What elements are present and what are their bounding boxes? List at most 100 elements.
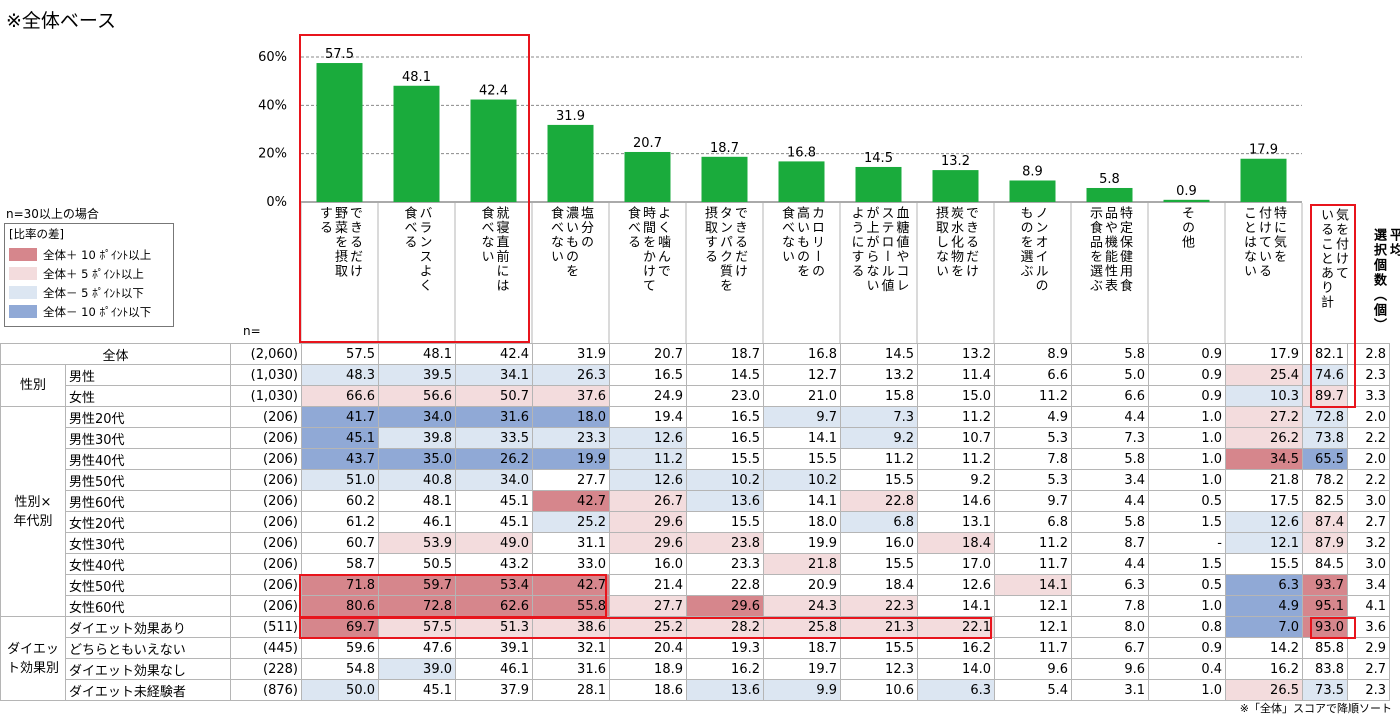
value-cell: 69.7	[301, 616, 379, 638]
bar-value-label: 16.8	[787, 145, 816, 160]
n-note: n=30以上の場合	[6, 207, 99, 221]
total-cell: 85.8	[1302, 637, 1348, 659]
value-cell: 56.6	[378, 385, 456, 407]
value-cell: 37.6	[532, 385, 610, 407]
value-cell: 13.1	[917, 511, 995, 533]
value-cell: 12.6	[609, 469, 687, 491]
bar-value-label: 42.4	[479, 84, 508, 99]
row-label: ダイエット効果あり	[65, 616, 231, 638]
value-cell: 15.5	[840, 469, 918, 491]
value-cell: 12.6	[917, 574, 995, 596]
value-cell: 10.2	[686, 469, 764, 491]
value-cell: 14.5	[840, 343, 918, 365]
value-cell: 11.2	[609, 448, 687, 470]
value-cell: 33.5	[455, 427, 533, 449]
row-label: どちらともいえない	[65, 637, 231, 659]
value-cell: 38.6	[532, 616, 610, 638]
row-label: 全体	[0, 343, 231, 365]
bar	[778, 161, 825, 202]
value-cell: 19.9	[532, 448, 610, 470]
value-cell: 59.6	[301, 637, 379, 659]
avg-label-line: 選択個数（個）	[1371, 228, 1386, 333]
value-cell: 13.6	[686, 679, 764, 701]
value-cell: 39.8	[378, 427, 456, 449]
value-cell: 43.2	[455, 553, 533, 575]
category-label-line: 食べる	[401, 206, 417, 250]
group-label: ダイエッ ト効果別	[0, 616, 66, 701]
row-n: (876)	[230, 679, 302, 701]
value-cell: 1.0	[1148, 448, 1226, 470]
table-row: 男性50代 (206) 51.0 40.8 34.0 27.7 12.6 10.2 10.2 15…	[1, 469, 1390, 491]
value-cell: 18.7	[686, 343, 764, 365]
value-cell: 47.6	[378, 637, 456, 659]
group-label: 性別× 年代別	[0, 406, 66, 617]
legend: [比率の差] 全体＋ 10 ﾎﾟｲﾝﾄ以上 全体＋ 5 ﾎﾟｲﾝﾄ以上 全体－ …	[4, 223, 174, 327]
value-cell: 6.3	[1225, 574, 1303, 596]
bar-value-label: 57.5	[325, 47, 354, 62]
category-label: ノンオイルの ものを選ぶ	[994, 206, 1071, 338]
value-cell: 24.9	[609, 385, 687, 407]
total-cell: 87.4	[1302, 511, 1348, 533]
row-n: (206)	[230, 511, 302, 533]
row-n: (511)	[230, 616, 302, 638]
value-cell: 5.3	[994, 469, 1072, 491]
value-cell: 20.7	[609, 343, 687, 365]
legend-item-minus10: 全体－ 10 ﾎﾟｲﾝﾄ以下	[9, 303, 169, 319]
table-row: ダイエッ ト効果別 ダイエット効果あり (511) 69.7 57.5 51.3 38.6 25…	[0, 616, 1390, 701]
value-cell: 23.8	[686, 532, 764, 554]
category-label-line: 高いものを	[794, 206, 809, 279]
category-label: 塩分の 濃いものを 食べない	[532, 206, 609, 338]
value-cell: 26.2	[1225, 427, 1303, 449]
value-cell: 29.6	[609, 511, 687, 533]
bar-value-label: 8.9	[1022, 164, 1043, 179]
avg-column-label: 平均 選択個数（個）	[1370, 228, 1400, 333]
value-cell: 26.2	[455, 448, 533, 470]
value-cell: 16.2	[1225, 658, 1303, 680]
value-cell: 23.3	[686, 553, 764, 575]
bar-value-label: 18.7	[710, 141, 739, 156]
value-cell: 5.8	[1071, 448, 1149, 470]
value-cell: 42.4	[455, 343, 533, 365]
value-cell: 4.4	[1071, 490, 1149, 512]
value-cell: 0.9	[1148, 637, 1226, 659]
value-cell: 8.9	[994, 343, 1072, 365]
bar-chart: 0% 20% 40% 60% 57.5 48.1 42.4 31.9 20.7 18.7 16.8 1…	[258, 47, 1303, 343]
table-row: ダイエット未経験者 (876) 50.0 45.1 37.9 28.1 18.6 13.6 9.…	[1, 679, 1390, 701]
avg-cell: 2.0	[1347, 448, 1390, 470]
value-cell: 1.0	[1148, 469, 1226, 491]
value-cell: 16.8	[763, 343, 841, 365]
value-cell: 6.7	[1071, 637, 1149, 659]
value-cell: 11.2	[840, 448, 918, 470]
category-label-line: できるだけ	[347, 206, 362, 279]
value-cell: 5.8	[1071, 343, 1149, 365]
table-row: 男性30代 (206) 45.1 39.8 33.5 23.3 12.6 16.5 14.1 9.…	[1, 427, 1390, 449]
value-cell: 19.4	[609, 406, 687, 428]
category-label-line: する	[317, 206, 332, 235]
category-label-line: ステロール値	[878, 206, 894, 293]
value-cell: 21.4	[609, 574, 687, 596]
value-cell: 3.1	[1071, 679, 1149, 701]
row-label: 男性40代	[65, 448, 231, 470]
table-row: 女性40代 (206) 58.7 50.5 43.2 33.0 16.0 23.3 21.8 15…	[1, 553, 1390, 575]
value-cell: 14.6	[917, 490, 995, 512]
bar	[547, 124, 594, 202]
value-cell: 24.3	[763, 595, 841, 617]
value-cell: 6.6	[994, 364, 1072, 386]
value-cell: 11.2	[994, 385, 1072, 407]
value-cell: 34.5	[1225, 448, 1303, 470]
category-label: できるだけ 野菜を摂取 する	[301, 206, 378, 338]
bar-value-label: 13.2	[941, 154, 970, 169]
value-cell: 15.5	[840, 637, 918, 659]
value-cell: 14.1	[994, 574, 1072, 596]
avg-cell: 3.3	[1347, 385, 1390, 407]
value-cell: 9.6	[1071, 658, 1149, 680]
value-cell: 15.5	[763, 448, 841, 470]
value-cell: 60.2	[301, 490, 379, 512]
value-cell: 34.0	[455, 469, 533, 491]
value-cell: 0.5	[1148, 574, 1226, 596]
category-label-line: 摂取する	[702, 206, 717, 264]
table-row: 女性 (1,030) 66.6 56.6 50.7 37.6 24.9 23.0 21.0 15.…	[1, 385, 1390, 407]
value-cell: 80.6	[301, 595, 379, 617]
value-cell: 18.0	[763, 511, 841, 533]
value-cell: 23.0	[686, 385, 764, 407]
